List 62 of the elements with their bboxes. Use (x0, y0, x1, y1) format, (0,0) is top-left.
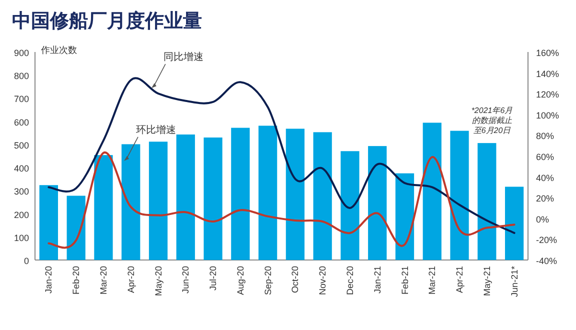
x-tick-label: May-20 (153, 266, 164, 296)
y2-tick-label: 20% (536, 194, 554, 204)
y-tick-label: 100 (14, 232, 29, 243)
x-tick-label: Jan-21 (372, 266, 382, 294)
y2-tick-label: 120% (536, 90, 560, 100)
y2-tick-label: 40% (536, 172, 554, 183)
bar (66, 196, 86, 260)
y2-tick-label: 60% (536, 152, 554, 162)
text: 同比增速 (163, 51, 204, 64)
y2-tick-label: -20% (536, 235, 558, 246)
x-tick-label: Oct-20 (290, 266, 300, 294)
x-tick-label: Jun-21* (509, 266, 520, 298)
x-tick-label: Sep-20 (262, 266, 273, 296)
y-tick-label: 0 (24, 256, 29, 266)
y2-tick-label: 0% (536, 214, 550, 224)
bar (286, 128, 305, 260)
bar (422, 122, 442, 260)
x-tick-label: Jan-20 (44, 266, 54, 294)
x-tick-label: Jul-20 (208, 266, 218, 291)
bar (204, 138, 222, 260)
bar (94, 155, 113, 260)
x-tick-label: Jun-20 (180, 266, 191, 294)
x-tick-label: May-21 (482, 266, 492, 296)
x-tick-label: Apr-20 (126, 266, 136, 294)
annotation: *2021年6月的数据截止至6月20日 (471, 106, 513, 135)
y-tick-label: 500 (14, 140, 29, 150)
y-tick-label: 800 (14, 71, 29, 82)
x-tick-label: Feb-21 (400, 266, 410, 295)
y-tick-label: 900 (14, 48, 29, 58)
bar (231, 128, 250, 260)
y-tick-label: 600 (14, 117, 29, 128)
y2-tick-label: 160% (536, 48, 560, 58)
bar (176, 134, 195, 260)
x-tick-label: Apr-21 (454, 266, 465, 294)
y-axis-title: 作业次数 (40, 45, 77, 55)
y-tick-label: 200 (14, 210, 29, 220)
bar (395, 173, 414, 260)
chart-title: 中国修船厂月度作业量 (12, 10, 202, 32)
y2-tick-label: 80% (536, 131, 554, 142)
bar (39, 185, 58, 260)
bar (122, 144, 140, 260)
x-tick-label: Feb-20 (71, 266, 82, 295)
x-tick-label: Mar-20 (98, 266, 108, 295)
x-tick-label: Nov-20 (318, 266, 328, 296)
y2-tick-label: -40% (536, 256, 558, 266)
y-tick-label: 700 (14, 94, 29, 104)
y-tick-label: 300 (14, 186, 29, 197)
bar (340, 151, 360, 260)
text: 环比增速 (136, 124, 176, 136)
x-tick-label: Mar-21 (427, 266, 438, 295)
bar (504, 186, 524, 260)
x-tick-label: Dec-20 (344, 266, 355, 296)
bar (478, 143, 496, 260)
bar (148, 142, 168, 260)
y2-tick-label: 140% (536, 68, 560, 79)
bar (368, 146, 387, 260)
y-tick-label: 400 (14, 164, 29, 174)
bar (450, 130, 469, 260)
bar (258, 126, 278, 260)
bar (313, 132, 332, 260)
y2-tick-label: 100% (536, 110, 560, 120)
x-tick-label: Aug-20 (235, 266, 246, 296)
